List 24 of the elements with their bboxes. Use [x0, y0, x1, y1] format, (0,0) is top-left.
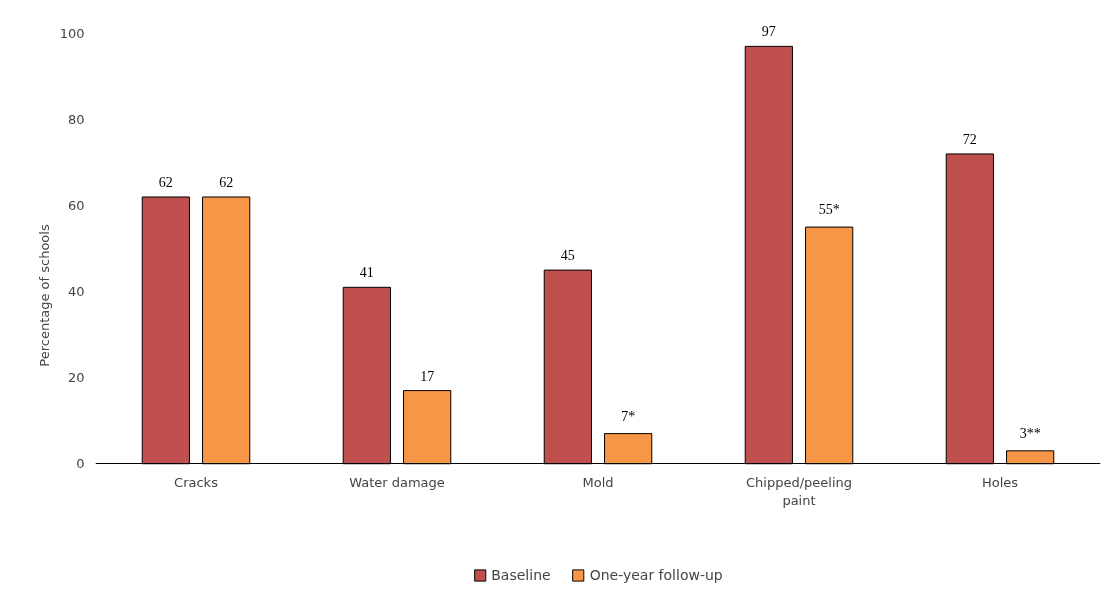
y-tick-label: 80: [67, 112, 85, 128]
data-label: 97: [761, 24, 776, 40]
legend-label: One-year follow-up: [589, 567, 723, 583]
x-tick-label: Mold: [582, 474, 614, 490]
x-tick-label: Cracks: [174, 474, 219, 490]
y-tick-label: 0: [76, 456, 85, 472]
y-tick-label: 40: [67, 284, 85, 300]
data-label: 17: [420, 368, 435, 384]
data-label: 3**: [1019, 425, 1041, 441]
x-tick-label: Water damage: [349, 474, 445, 490]
y-tick-label: 100: [59, 25, 85, 41]
y-tick-label: 20: [67, 370, 85, 386]
data-label: 45: [560, 248, 575, 264]
data-label: 41: [359, 265, 374, 281]
data-label: 7*: [621, 408, 636, 424]
data-label: 62: [158, 174, 173, 190]
data-label: 55*: [818, 202, 840, 218]
data-label: 72: [962, 131, 977, 147]
legend-label: Baseline: [491, 567, 551, 583]
x-tick-label: Chipped/peeling paint: [745, 474, 853, 508]
data-label: 62: [219, 174, 234, 190]
x-tick-label: Holes: [981, 474, 1019, 490]
y-axis-title: Percentage of schools: [36, 224, 52, 367]
y-tick-label: 60: [67, 198, 85, 214]
